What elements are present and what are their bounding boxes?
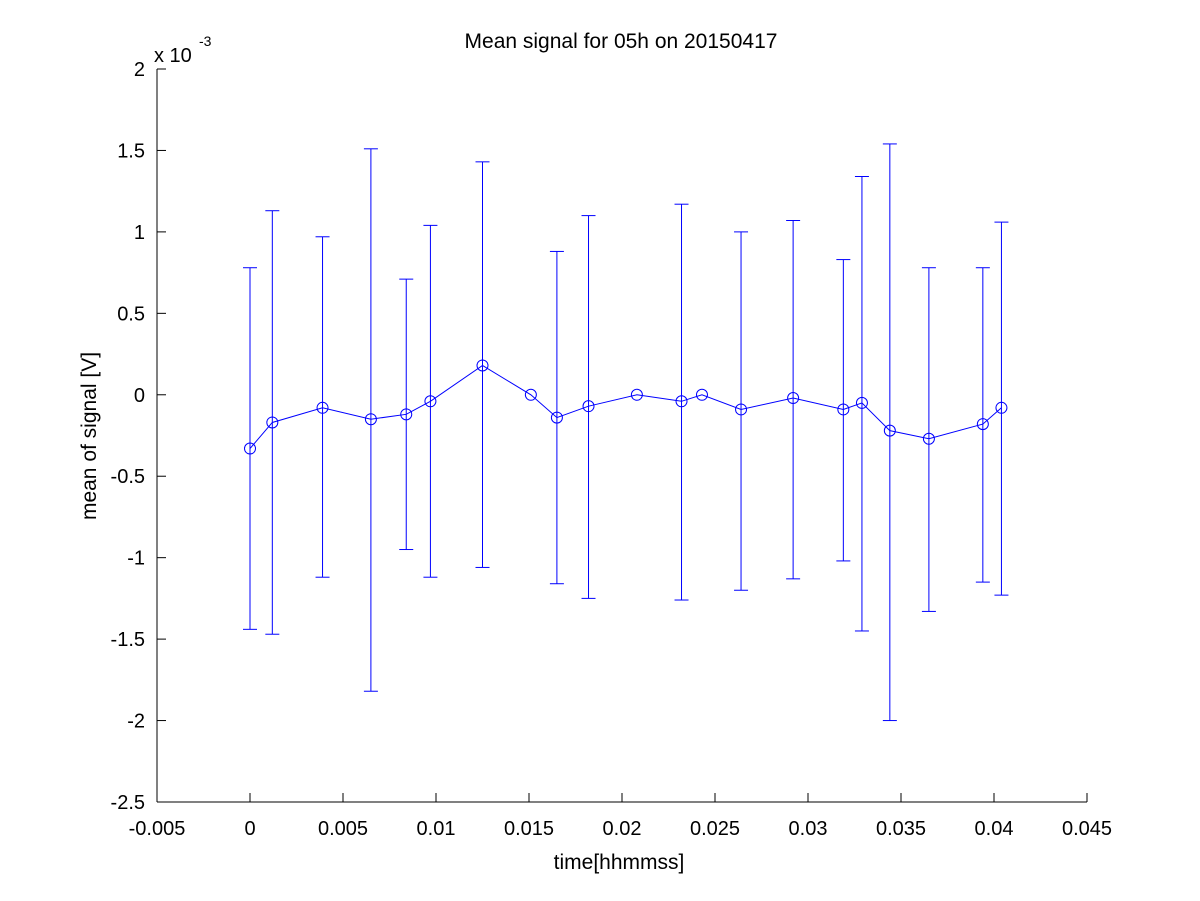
y-tick-label: -2 [127,711,145,733]
x-tick-label: 0.01 [417,818,456,840]
y-tick-label: -0.5 [111,466,145,488]
data-point [400,408,413,421]
data-point [524,388,537,401]
data-point [550,411,563,424]
data-point [922,432,935,445]
data-point [630,388,643,401]
data-point [364,413,377,426]
y-tick-label: 1.5 [117,140,145,162]
chart-title: Mean signal for 05h on 20150417 [465,30,778,53]
series-line [249,364,1002,449]
x-tick-label: 0.035 [876,818,926,840]
x-tick-label: 0.025 [690,818,740,840]
y-tick-label: 2 [134,59,145,81]
x-tick-label: 0.045 [1062,818,1112,840]
data-point [695,388,708,401]
x-tick-label: -0.005 [129,818,186,840]
data-point [424,395,437,408]
data-point [837,403,850,416]
y-exponent-base: x 10 [154,45,192,67]
y-exponent-power: -3 [199,33,212,49]
data-point [582,400,595,413]
data-point [735,403,748,416]
x-tick-label: 0.04 [975,818,1014,840]
y-tick-label: -1 [127,548,145,570]
data-point [244,442,256,455]
x-axis-label: time[hhmmss] [554,851,685,874]
data-point [787,392,800,405]
x-tick-label: 0.02 [603,818,642,840]
data-point [976,418,989,431]
data-point [266,416,279,429]
data-point [883,424,896,437]
data-point [476,359,489,372]
x-tick-label: 0.015 [504,818,554,840]
plot-area [157,69,1087,802]
data-point [316,401,329,414]
data-point [995,401,1008,414]
y-tick-label: 1 [134,222,145,244]
y-tick-label: -1.5 [111,629,145,651]
y-tick-label: 0.5 [117,303,145,325]
y-tick-label: -2.5 [111,792,145,814]
data-point [675,395,688,408]
x-tick-label: 0.03 [789,818,828,840]
y-axis-label: mean of signal [V] [78,352,101,520]
y-tick-label: 0 [134,385,145,407]
x-tick-label: 0.005 [318,818,368,840]
x-tick-label: 0 [244,818,255,840]
data-point [855,396,868,409]
